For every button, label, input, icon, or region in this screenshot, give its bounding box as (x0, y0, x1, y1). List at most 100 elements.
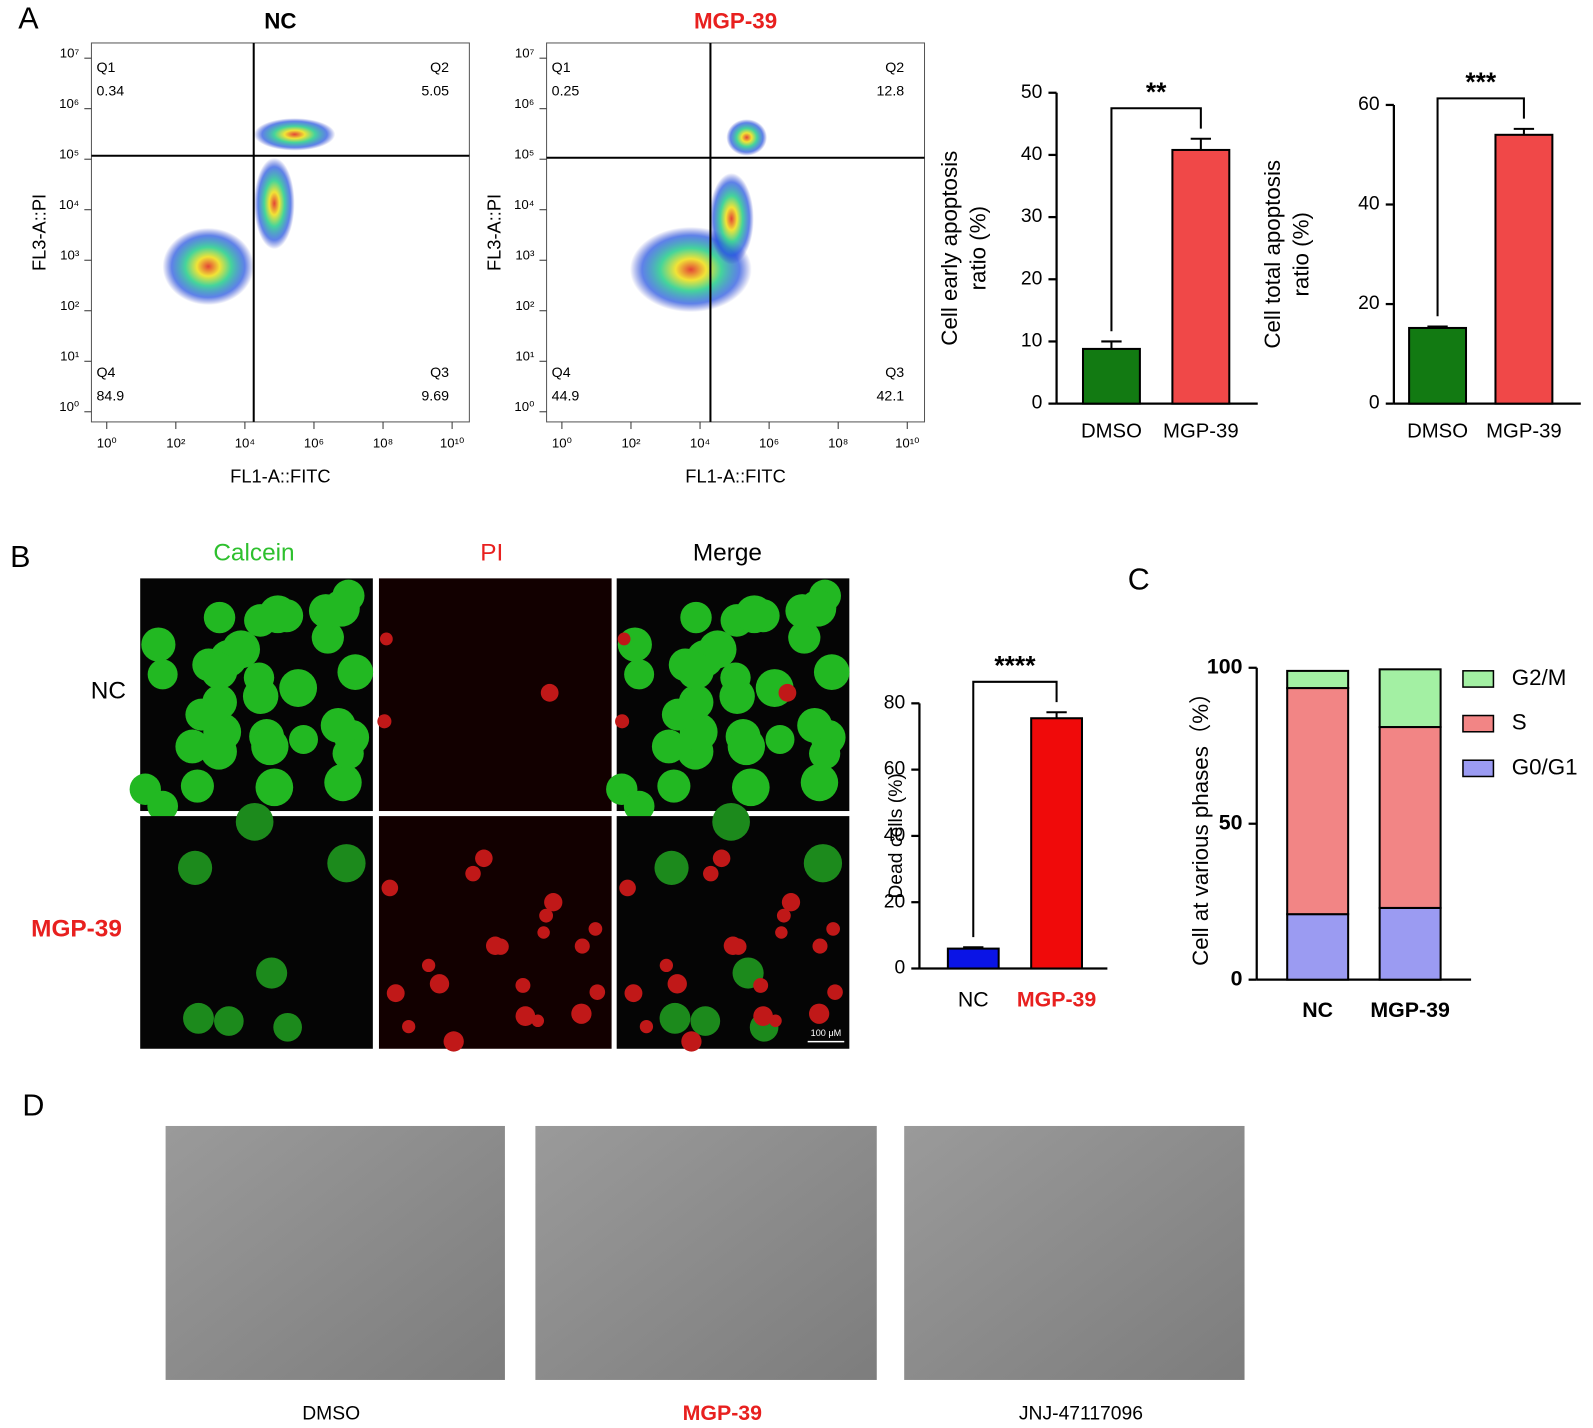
error-bar (1190, 137, 1212, 150)
cell (200, 652, 238, 690)
y-tick-label: 60 (884, 759, 905, 780)
x-tick-label: 10⁰ (552, 436, 572, 451)
cell (659, 958, 674, 973)
cell (537, 926, 550, 939)
cell (809, 737, 841, 770)
x-tick-label: 10⁶ (759, 436, 779, 451)
y-tick-label: 10² (515, 298, 535, 313)
y-tick-label: 10¹ (515, 349, 535, 364)
row-label: MGP-39 (31, 915, 122, 942)
cell (753, 977, 769, 993)
cell (175, 729, 210, 764)
cell (273, 1012, 302, 1042)
cell (255, 768, 294, 807)
cell (571, 1003, 592, 1024)
x-tick-label: 10⁶ (304, 436, 324, 451)
micrograph (378, 578, 612, 812)
plot-frame (546, 42, 926, 423)
chart-title: NC (264, 9, 296, 34)
cell (619, 879, 636, 897)
cell (289, 724, 318, 754)
scale-bar-label: 100 μM (811, 1028, 842, 1038)
cell (659, 1002, 691, 1034)
x-tick-label: 10¹⁰ (440, 436, 464, 451)
cell (379, 632, 393, 646)
y-tick-label: 10⁵ (514, 147, 534, 162)
y-axis-label: ratio (%) (1288, 212, 1313, 296)
error-bar (1513, 127, 1535, 135)
cell (677, 652, 714, 690)
legend-label: G0/G1 (1512, 754, 1578, 779)
bar-segment (1378, 726, 1442, 909)
x-tick-label: 10² (166, 436, 186, 451)
cell (681, 1031, 702, 1052)
cell (381, 879, 399, 897)
cell (719, 678, 755, 715)
cell (775, 926, 788, 939)
cell (778, 683, 797, 702)
y-tick-label: 20 (1358, 293, 1379, 314)
bar-segment (1286, 913, 1350, 981)
cell (826, 922, 840, 936)
cell (429, 974, 450, 994)
cell (256, 957, 288, 989)
tube-image (904, 1125, 1245, 1380)
significance-label: ** (1146, 77, 1167, 107)
y-tick-label: 30 (1021, 206, 1042, 227)
image-label: MGP-39 (683, 1401, 763, 1425)
y-tick-label: 10⁰ (514, 399, 534, 414)
x-tick-label: MGP-39 (1163, 420, 1239, 442)
cell (327, 844, 366, 883)
y-tick-label: 10⁷ (515, 46, 535, 61)
error-bar (1427, 325, 1448, 328)
y-tick-label: 10² (60, 298, 80, 313)
error-bar (1046, 711, 1067, 719)
legend-swatch (1462, 670, 1495, 688)
cell (617, 632, 631, 646)
cell (540, 683, 559, 702)
x-tick-label: DMSO (1081, 420, 1142, 442)
cell (800, 763, 839, 802)
cell (712, 849, 731, 868)
x-tick-label: MGP-39 (1370, 998, 1450, 1022)
y-tick-label: 10⁰ (59, 399, 79, 414)
bar (1408, 326, 1468, 405)
y-axis-label: Cell early apoptosis (937, 151, 962, 346)
panel-label: B (10, 540, 30, 574)
cell (386, 984, 405, 1003)
bar (1081, 347, 1141, 405)
x-tick-label: 10¹⁰ (895, 436, 919, 451)
y-tick-label: 0 (1032, 393, 1043, 414)
x-tick-label: DMSO (1407, 420, 1468, 442)
y-axis-label: ratio (%) (965, 206, 990, 290)
significance-label: *** (1465, 67, 1497, 97)
cell (735, 595, 774, 634)
cell (615, 714, 630, 729)
plot-frame (90, 42, 470, 423)
y-tick-label: 0 (1231, 966, 1243, 990)
y-tick-label: 20 (1021, 268, 1042, 289)
bar (1494, 133, 1554, 405)
cell (323, 589, 360, 627)
cell (731, 768, 770, 807)
quadrant-value: 9.69 (421, 388, 449, 404)
panel-label: D (22, 1089, 44, 1123)
y-axis-label: Cell total apoptosis (1260, 160, 1285, 349)
y-tick-label: 10⁶ (59, 96, 79, 111)
y-tick-label: 60 (1358, 94, 1379, 115)
cell (465, 865, 481, 882)
cell (279, 669, 318, 707)
cell (727, 727, 766, 766)
cell (183, 1002, 214, 1034)
x-tick-label: 10⁸ (373, 436, 393, 451)
cell (765, 724, 795, 754)
significance-bracket (1110, 107, 1202, 332)
cell (712, 802, 750, 841)
y-tick-label: 10¹ (60, 349, 80, 364)
quadrant-name: Q4 (97, 365, 116, 381)
cell (753, 1006, 773, 1026)
cell (258, 595, 297, 634)
quadrant-name: Q1 (97, 60, 116, 76)
y-tick-label: 20 (884, 891, 905, 912)
cell (703, 865, 719, 882)
